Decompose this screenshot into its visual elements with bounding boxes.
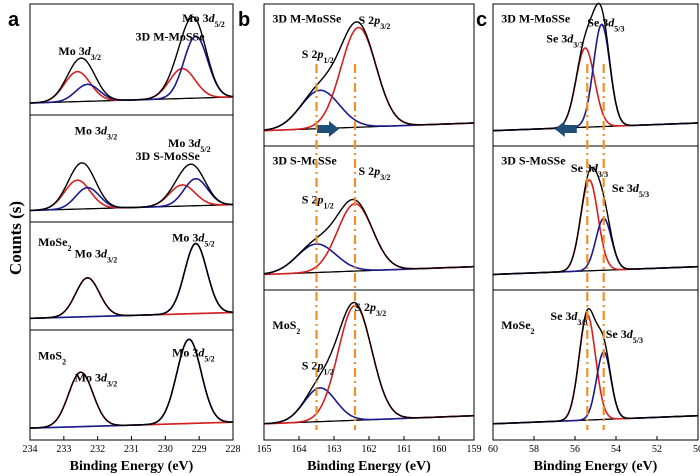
subplot-b-1: 3D S-MoSSe S 2p1/2 S 2p3/2 bbox=[263, 154, 474, 276]
peak-label: Mo 3d3/2 bbox=[58, 44, 101, 62]
envelope-curve bbox=[30, 338, 234, 429]
subplot-c-2: MoSe2 Se 3d3/3 Se 3d5/3 bbox=[493, 307, 698, 425]
sample-label: MoSe2 bbox=[501, 318, 534, 336]
peak-label: Se 3d3/3 bbox=[571, 161, 608, 179]
subplot-a-0: 3D M-MoSSe Mo 3d3/2 Mo 3d5/2 bbox=[29, 11, 234, 104]
peak-label: Se 3d5/3 bbox=[587, 16, 624, 34]
panel-b: b 165 164 163 162 161 160 159 Binding Energy (eV… bbox=[238, 3, 482, 474]
x-tick-label: 50 bbox=[693, 444, 700, 455]
envelope-curve bbox=[493, 166, 698, 276]
x-axis-title: Binding Energy (eV) bbox=[534, 459, 658, 474]
peak-label: Mo 3d5/2 bbox=[168, 136, 211, 154]
x-tick-label: 58 bbox=[529, 444, 539, 455]
panel-a: a 234 233 232 231 230 229 228 Binding Energy (eV… bbox=[8, 3, 241, 474]
y-axis-label: Counts (s) bbox=[6, 201, 25, 275]
envelope-curve bbox=[29, 16, 234, 104]
subplot-a-2: MoSe2 Mo 3d3/2 Mo 3d5/2 bbox=[30, 230, 233, 320]
component-curve bbox=[264, 387, 474, 425]
shift-arrow-left bbox=[554, 120, 577, 137]
peak-label: S 2p3/2 bbox=[359, 13, 391, 31]
x-tick-label: 228 bbox=[226, 444, 241, 455]
x-tick-label: 234 bbox=[23, 444, 38, 455]
panel-c: c 60 58 56 54 52 50 Binding Energy (eV) 3D M-MoS… bbox=[476, 2, 700, 474]
x-tick-label: 161 bbox=[397, 444, 412, 455]
x-tick-label: 56 bbox=[570, 444, 580, 455]
x-tick-label: 229 bbox=[192, 444, 207, 455]
sample-label: 3D S-MoSSe bbox=[136, 149, 201, 163]
component-curve bbox=[493, 179, 698, 276]
x-tick-label: 52 bbox=[652, 444, 662, 455]
sample-label: MoS2 bbox=[272, 318, 300, 336]
panel-letter-a: a bbox=[8, 9, 20, 31]
sample-label: 3D M-MoSSe bbox=[272, 11, 342, 25]
x-axis-title: Binding Energy (eV) bbox=[307, 459, 431, 474]
envelope-curve bbox=[492, 2, 698, 132]
peak-label: S 2p1/2 bbox=[302, 359, 334, 377]
sample-label: MoSe2 bbox=[38, 235, 71, 253]
x-axis-title: Binding Energy (eV) bbox=[70, 459, 194, 474]
peak-label: S 2p3/2 bbox=[359, 164, 391, 182]
peak-label: Mo 3d3/2 bbox=[75, 247, 118, 265]
subplot-c-1: 3D S-MoSSe Se 3d3/3Se 3d5/3 bbox=[493, 154, 698, 276]
x-tick-label: 232 bbox=[90, 444, 105, 455]
sample-label: 3D M-MoSSe bbox=[136, 30, 206, 44]
peak-label: Mo 3d3/2 bbox=[75, 371, 118, 389]
envelope-curve bbox=[263, 198, 474, 275]
component-curve bbox=[492, 23, 698, 132]
x-tick-label: 162 bbox=[362, 444, 377, 455]
x-tick-label: 60 bbox=[488, 444, 498, 455]
sample-label: 3D S-MoSSe bbox=[501, 154, 566, 168]
x-tick-label: 163 bbox=[327, 444, 342, 455]
envelope-curve bbox=[30, 242, 233, 319]
component-curve bbox=[492, 47, 698, 132]
subplot-b-0: 3D M-MoSSe S 2p1/2 S 2p3/2 bbox=[263, 11, 474, 137]
component-curve bbox=[264, 202, 474, 276]
peak-label: S 2p3/2 bbox=[354, 300, 386, 318]
x-tick-label: 159 bbox=[467, 444, 482, 455]
x-tick-label: 164 bbox=[292, 444, 307, 455]
x-tick-label: 230 bbox=[158, 444, 173, 455]
subplot-a-3: MoS2 Mo 3d3/2 Mo 3d5/2 bbox=[30, 338, 234, 429]
shift-arrow-right bbox=[317, 120, 339, 137]
x-tick-label: 54 bbox=[611, 444, 621, 455]
sample-label: MoS2 bbox=[38, 349, 66, 367]
peak-label: S 2p1/2 bbox=[302, 193, 334, 211]
subplot-a-1: 3D S-MoSSe Mo 3d3/2 Mo 3d5/2 bbox=[30, 123, 234, 212]
envelope-curve bbox=[264, 301, 474, 425]
peak-label: Se 3d3/3 bbox=[550, 309, 587, 327]
x-tick-label: 233 bbox=[56, 444, 71, 455]
component-curve bbox=[493, 351, 698, 425]
peak-label: Se 3d3/3 bbox=[546, 31, 583, 49]
sample-label: 3D M-MoSSe bbox=[501, 11, 571, 25]
component-curve bbox=[493, 217, 698, 276]
panel-letter-b: b bbox=[238, 9, 250, 31]
component-curve bbox=[263, 243, 474, 275]
x-tick-label: 165 bbox=[257, 444, 272, 455]
panel-frame bbox=[492, 3, 699, 441]
panel-letter-c: c bbox=[476, 9, 487, 31]
sample-label: 3D S-MoSSe bbox=[272, 154, 337, 168]
peak-label: Mo 3d5/2 bbox=[172, 345, 215, 363]
subplot-c-0: 3D M-MoSSe Se 3d3/3Se 3d5/3 bbox=[492, 2, 698, 137]
peak-label: Mo 3d3/2 bbox=[75, 123, 118, 141]
x-tick-label: 231 bbox=[124, 444, 139, 455]
peak-label: Se 3d5/3 bbox=[612, 181, 649, 199]
peak-label: S 2p1/2 bbox=[302, 47, 334, 65]
envelope-curve bbox=[263, 21, 474, 131]
peak-label: Mo 3d5/2 bbox=[172, 230, 215, 248]
peak-label: Se 3d5/3 bbox=[606, 327, 643, 345]
x-tick-label: 160 bbox=[432, 444, 447, 455]
envelope-curve bbox=[30, 162, 234, 212]
peak-label: Mo 3d5/2 bbox=[182, 11, 225, 29]
component-curve bbox=[30, 276, 233, 320]
envelope-curve bbox=[493, 307, 698, 425]
subplot-b-2: MoS2 S 2p1/2 S 2p3/2 bbox=[264, 300, 474, 425]
